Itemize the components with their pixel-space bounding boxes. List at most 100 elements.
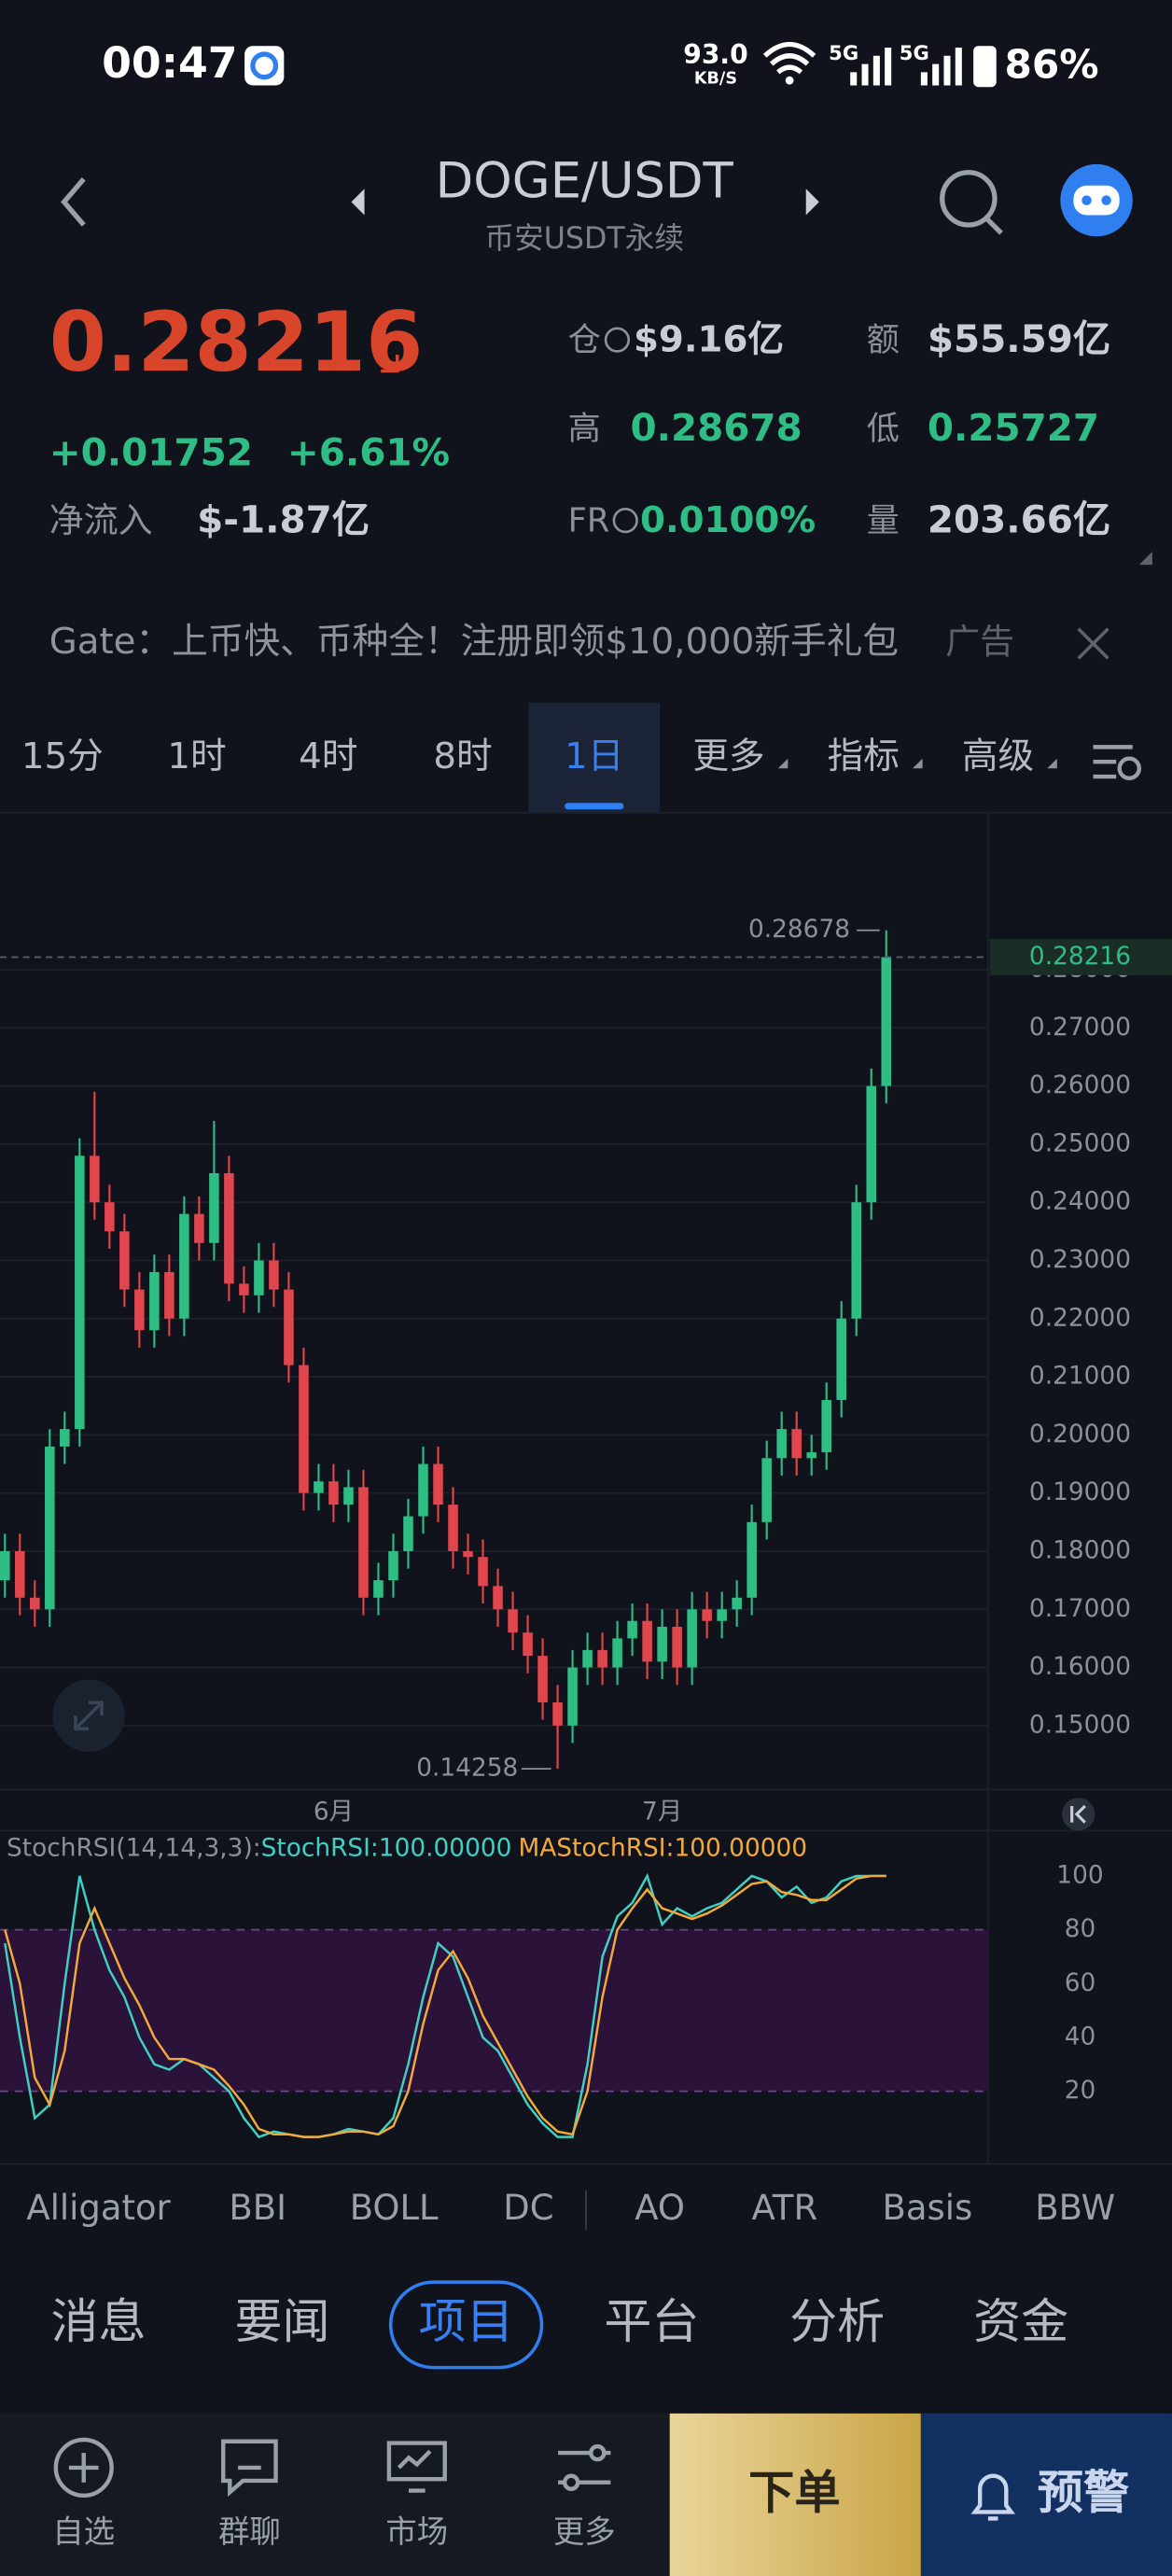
low-price: 0.25727: [928, 405, 1099, 450]
candle-body: [30, 1597, 40, 1610]
nav-label[interactable]: 自选: [52, 2513, 115, 2550]
bell-icon: [970, 2473, 1015, 2521]
prev-pair[interactable]: [351, 189, 365, 216]
interval-tab[interactable]: 1日: [565, 735, 623, 777]
candle-body: [433, 1463, 443, 1505]
y-tick-label: 0.21000: [1029, 1363, 1131, 1391]
nav-label[interactable]: 更多: [553, 2513, 616, 2550]
signal-2: [920, 48, 962, 86]
candle-body: [851, 1202, 861, 1319]
ad-tag: 广告: [945, 622, 1014, 662]
ad-text[interactable]: Gate：上币快、币种全！注册即领$10,000新手礼包: [49, 621, 899, 663]
interval-tab[interactable]: 4时: [299, 735, 357, 777]
candle-body: [776, 1429, 787, 1459]
back-button[interactable]: [61, 177, 86, 227]
nav-icon: [386, 2441, 447, 2493]
app-icon-glyph: [250, 51, 279, 80]
candle-body: [702, 1609, 712, 1621]
interval-tab[interactable]: 15分: [21, 735, 104, 777]
indicator-tab[interactable]: DC: [503, 2188, 553, 2228]
indicator-tab[interactable]: Alligator: [26, 2188, 171, 2228]
nav-icon: [221, 2439, 278, 2498]
price-change-pct: +6.61%: [287, 429, 450, 474]
wifi-icon: [762, 42, 816, 75]
indicator-tab[interactable]: BOLL: [350, 2188, 439, 2228]
y-tick-label: 0.15000: [1029, 1711, 1131, 1739]
candle-body: [761, 1458, 772, 1522]
legend-entry: StochRSI:100.00000: [261, 1834, 512, 1862]
candle-body: [881, 957, 892, 1086]
candle-body: [478, 1557, 488, 1587]
indicator-tab[interactable]: BBI: [229, 2188, 286, 2228]
candle-body: [717, 1609, 727, 1621]
assistant-face: [1073, 185, 1120, 216]
volume-label: 量: [867, 501, 900, 539]
info-icon[interactable]: [612, 507, 638, 534]
candle-body: [612, 1638, 622, 1668]
candle-body: [269, 1260, 279, 1290]
interval-tab[interactable]: 高级: [962, 735, 1034, 777]
search-button[interactable]: [940, 170, 998, 228]
interval-tab[interactable]: 指标: [828, 735, 900, 777]
dropdown-caret: [913, 758, 923, 769]
y-tick-label: 80: [1065, 1915, 1096, 1943]
candle-body: [45, 1446, 55, 1610]
indicator-tab[interactable]: AO: [635, 2188, 685, 2228]
indicator-title: StochRSI(14,14,3,3):: [7, 1834, 261, 1862]
oscillator-line: [4, 1874, 886, 2138]
candle-body: [328, 1481, 339, 1505]
y-tick-label: 0.27000: [1029, 1014, 1131, 1042]
candle-body: [732, 1597, 742, 1610]
info-icon[interactable]: [604, 327, 631, 353]
news-tab[interactable]: 要闻: [235, 2295, 330, 2350]
price-arrow: [372, 346, 399, 373]
interval-tab[interactable]: 8时: [433, 735, 492, 777]
assistant-eye: [1081, 195, 1092, 205]
last-price-label: 0.28216: [1029, 943, 1131, 971]
candle-body: [821, 1399, 831, 1453]
news-tab[interactable]: 消息: [51, 2295, 146, 2350]
y-tick-label: 20: [1065, 2077, 1096, 2105]
indicator-tab[interactable]: ATR: [752, 2188, 818, 2228]
interval-tab[interactable]: 更多: [692, 735, 764, 777]
ad-close[interactable]: [1077, 627, 1109, 660]
candle-body: [284, 1289, 294, 1365]
wifi-dot: [785, 76, 794, 85]
news-tab[interactable]: 平台: [604, 2295, 699, 2350]
indicator-tab[interactable]: BBW: [1035, 2188, 1115, 2228]
oi-label: 仓: [568, 321, 601, 359]
news-tab[interactable]: 资金: [973, 2295, 1068, 2350]
alert-label: 预警: [1038, 2465, 1130, 2519]
indicator-tab[interactable]: Basis: [883, 2188, 973, 2228]
candle-body: [75, 1155, 85, 1430]
y-tick-label: 0.26000: [1029, 1071, 1131, 1099]
candle-body: [508, 1609, 518, 1633]
chart-settings[interactable]: [1093, 745, 1133, 779]
battery-level: 86%: [1005, 42, 1099, 88]
next-pair[interactable]: [805, 189, 819, 216]
y-tick-label: 100: [1056, 1861, 1103, 1889]
market-name: 币安USDT永续: [484, 222, 684, 256]
y-tick-label: 0.22000: [1029, 1304, 1131, 1332]
fullscreen-icon: [74, 1701, 104, 1731]
max-label: 0.28678: [748, 916, 850, 944]
candle-body: [657, 1626, 667, 1662]
candle-body: [627, 1620, 637, 1639]
order-button[interactable]: [669, 2413, 921, 2576]
candle-body: [194, 1213, 204, 1243]
nav-label[interactable]: 市场: [385, 2513, 448, 2550]
news-tab-selected: [388, 2280, 544, 2370]
news-tab[interactable]: 分析: [789, 2295, 885, 2350]
candle-body: [687, 1609, 697, 1668]
candle-body: [134, 1289, 145, 1331]
alert-button[interactable]: [920, 2413, 1172, 2576]
y-tick-label: 0.25000: [1029, 1129, 1131, 1157]
interval-tab[interactable]: 1时: [167, 735, 226, 777]
pair-name: DOGE/USDT: [436, 153, 734, 210]
net-inflow-label: 净流入: [49, 500, 153, 540]
news-tab[interactable]: 项目: [419, 2295, 514, 2350]
network-2: 5G: [900, 41, 929, 64]
turnover-label: 额: [867, 321, 900, 359]
nav-label[interactable]: 群聊: [218, 2513, 281, 2550]
